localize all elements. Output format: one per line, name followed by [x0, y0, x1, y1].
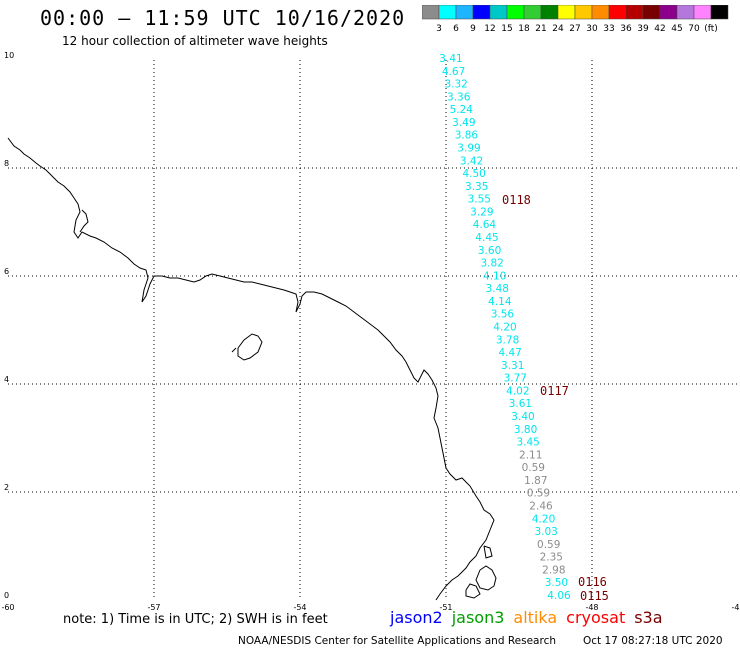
wave-height-value: 3.36	[447, 91, 471, 103]
y-tick-label: 0	[4, 591, 9, 600]
wave-height-track: 3.414.673.323.365.243.493.863.993.424.50…	[439, 53, 571, 602]
y-tick-label: 10	[4, 51, 14, 60]
wave-height-value: 4.02	[506, 385, 529, 397]
y-tick-label: 6	[4, 267, 9, 276]
colorbar-label: 42	[654, 24, 665, 34]
wave-height-value: 2.46	[529, 501, 553, 513]
wave-height-value: 3.48	[486, 283, 509, 295]
legend-altika: altika	[513, 608, 558, 627]
pass-time-label: 0115	[580, 589, 609, 603]
wave-height-value: 4.50	[462, 168, 485, 180]
footer-timestamp: Oct 17 08:27:18 UTC 2020	[583, 635, 723, 647]
wave-height-value: 3.80	[514, 424, 537, 436]
y-tick-label: 8	[4, 159, 9, 168]
wave-height-value: 3.61	[509, 398, 532, 410]
x-tick-label: -60	[1, 603, 14, 612]
wave-height-value: 3.41	[439, 53, 462, 65]
wave-height-value: 4.20	[532, 513, 555, 525]
colorbar-label: 21	[535, 24, 546, 34]
wave-height-value: 3.99	[457, 143, 480, 155]
wave-height-value: 4.06	[547, 590, 571, 602]
wave-height-value: 3.60	[478, 245, 501, 257]
wave-height-value: 3.35	[465, 181, 488, 193]
wave-height-value: 4.14	[488, 296, 512, 308]
legend-jason2: jason2	[390, 608, 443, 627]
colorbar-label: 27	[569, 24, 580, 34]
wave-height-value: 5.24	[450, 104, 474, 116]
legend-s3a: s3a	[634, 608, 663, 627]
pass-time-label: 0118	[502, 193, 531, 207]
wave-height-value: 4.20	[493, 322, 516, 334]
page-subtitle: 12 hour collection of altimeter wave hei…	[62, 34, 328, 48]
wave-height-value: 3.55	[468, 194, 491, 206]
colorbar-label: 3	[436, 24, 442, 34]
colorbar-label: 24	[552, 24, 564, 34]
colorbar-label: 36	[620, 24, 632, 34]
wave-height-value: 3.82	[480, 258, 503, 270]
wave-height-value: 4.64	[473, 219, 497, 231]
y-tick-label: 2	[4, 483, 9, 492]
wave-height-value: 4.45	[475, 232, 498, 244]
coastline	[7, 137, 497, 601]
x-tick-label: -51	[439, 603, 452, 612]
legend-cryosat: cryosat	[566, 608, 626, 627]
wave-height-value: 3.03	[534, 526, 557, 538]
pass-time-label: 0116	[578, 575, 607, 589]
colorbar-swatch	[710, 5, 729, 20]
colorbar-label: 39	[637, 24, 649, 34]
satellite-legend: jason2 jason3 altika cryosat s3a	[390, 608, 672, 627]
wave-height-value: 4.10	[483, 270, 506, 282]
wave-height-value: 3.77	[504, 373, 527, 385]
colorbar-label: 45	[671, 24, 682, 34]
footer-credit: NOAA/NESDIS Center for Satellite Applica…	[238, 635, 556, 647]
x-tick-label: -45	[731, 603, 740, 612]
wave-height-value: 3.49	[452, 117, 475, 129]
wave-height-value: 3.86	[455, 130, 479, 142]
colorbar-label: 6	[453, 24, 459, 34]
wave-height-value: 2.11	[519, 449, 542, 461]
colorbar-label: 33	[603, 24, 614, 34]
wave-height-value: 3.42	[460, 155, 483, 167]
x-tick-label: -57	[147, 603, 160, 612]
wave-height-value: 3.56	[491, 309, 515, 321]
wave-height-value: 3.29	[470, 206, 493, 218]
wave-height-value: 3.31	[501, 360, 524, 372]
wave-height-value: 4.47	[498, 347, 521, 359]
wave-height-value: 3.45	[516, 437, 539, 449]
pass-time-label: 0117	[540, 384, 569, 398]
wave-height-value: 2.35	[540, 552, 563, 564]
x-axis-labels: -60 -57 -54 -51 -48 -45	[1, 603, 740, 612]
y-tick-label: 4	[4, 375, 9, 384]
y-axis-labels: 10 8 6 4 2 0	[4, 51, 14, 600]
wave-height-value: 3.40	[511, 411, 534, 423]
wave-height-value: 3.50	[545, 577, 568, 589]
wave-height-value: 3.32	[444, 79, 467, 91]
colorbar-label: 70	[688, 24, 700, 34]
x-tick-label: -54	[293, 603, 306, 612]
colorbar-label: 12	[484, 24, 495, 34]
legend-jason3: jason3	[451, 608, 505, 627]
colorbar-label: 15	[501, 24, 512, 34]
wave-height-value: 1.87	[524, 475, 547, 487]
page-title: 00:00 – 11:59 UTC 10/16/2020	[40, 6, 406, 30]
wave-height-value: 4.67	[442, 66, 465, 78]
wave-height-value: 3.78	[496, 334, 519, 346]
map-grid	[8, 60, 738, 600]
wave-height-value: 0.59	[537, 539, 560, 551]
wave-height-value: 0.59	[522, 462, 545, 474]
wave-height-value: 2.98	[542, 564, 565, 576]
footnote: note: 1) Time is in UTC; 2) SWH is in fe…	[63, 612, 328, 627]
colorbar-label: 9	[470, 24, 476, 34]
wave-height-value: 0.59	[527, 488, 550, 500]
x-tick-label: -48	[585, 603, 598, 612]
colorbar-label: 30	[586, 24, 598, 34]
colorbar-label: (ft)	[704, 24, 718, 34]
colorbar-label: 18	[518, 24, 530, 34]
colorbar: 3 6 9 12 15 18 21 24 27 30 33 36 39 42 45 70 (ft)	[422, 5, 729, 34]
